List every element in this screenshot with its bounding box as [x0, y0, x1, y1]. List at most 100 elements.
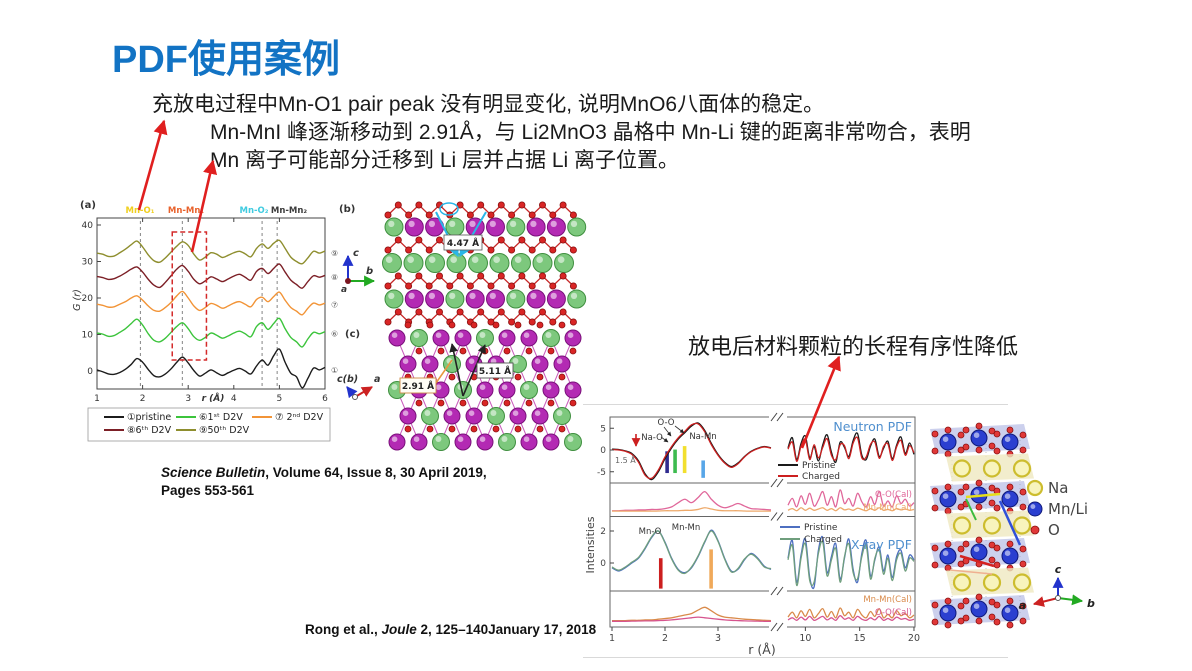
pdf-gr-legend: ①pristine ⑥1ˢᵗ D2V ⑦ 2ⁿᵈ D2V ⑧6ᵗʰ D2V ⑨50ᵗʰ … [87, 407, 331, 442]
annotation-mn-migration: Mn-MnI 峰逐渐移动到 2.91Å，与 Li2MnO3 晶格中 Mn-Li … [210, 119, 971, 175]
svg-text:O-O: O-O [658, 418, 675, 428]
svg-text:Mn-O: Mn-O [639, 527, 662, 537]
svg-text:⑨: ⑨ [331, 249, 338, 258]
svg-text:Charged: Charged [804, 535, 842, 545]
svg-text:c: c [1055, 563, 1062, 576]
svg-text:2: 2 [662, 633, 668, 644]
svg-text:30: 30 [82, 258, 94, 268]
svg-text:0: 0 [600, 446, 606, 456]
svg-text:2: 2 [600, 527, 606, 537]
citation-right-journal: Joule [381, 622, 417, 637]
annotation-mn-migration-line1: Mn-MnI 峰逐渐移动到 2.91Å，与 Li2MnO3 晶格中 Mn-Li … [210, 121, 971, 144]
svg-text:Mn-O₂: Mn-O₂ [240, 206, 269, 216]
svg-text:⑥1ˢᵗ D2V: ⑥1ˢᵗ D2V [199, 412, 243, 423]
arrow-to-annotation-right [800, 355, 841, 449]
figure-top-divider [583, 404, 1008, 405]
arrow-to-annotation-top [137, 119, 168, 211]
svg-text:G (r): G (r) [72, 289, 83, 311]
citation-joule: Rong et al., Joule 2, 125–140January 17,… [305, 622, 596, 637]
svg-text:15: 15 [854, 633, 866, 644]
structure-legend: Na Mn/Li O [1026, 479, 1088, 539]
figure-bottom-divider [583, 657, 1008, 658]
svg-text:-5: -5 [597, 468, 606, 478]
svg-text:c(b): c(b) [337, 374, 358, 385]
pdf-gr-chart: 1 2 3 4 5 6 0 10 20 30 40 r (Å) G (r) (a) Mn-O₁ Mn-Mn₁ M… [72, 200, 338, 442]
svg-text:⑦: ⑦ [331, 300, 338, 309]
svg-text:①pristine: ①pristine [127, 412, 171, 423]
svg-text:Charged: Charged [802, 472, 840, 482]
citation-science-bulletin: Science Bulletin, Volume 64, Issue 8, 30… [161, 464, 487, 500]
page-title: PDF使用案例 [112, 39, 341, 81]
svg-text:6: 6 [322, 394, 328, 404]
callout-arrows [137, 119, 841, 449]
svg-text:c: c [353, 248, 359, 259]
svg-text:20: 20 [908, 633, 920, 644]
svg-text:a: a [341, 285, 347, 295]
svg-text:Na: Na [1048, 479, 1068, 497]
svg-text:10: 10 [82, 331, 94, 341]
svg-text:X-ray PDF: X-ray PDF [851, 537, 912, 552]
svg-text:Na-O: Na-O [641, 433, 663, 443]
svg-text:(c): (c) [345, 329, 360, 340]
svg-text:2.91 Å: 2.91 Å [402, 381, 434, 392]
svg-text:Mn-Mn(Cal): Mn-Mn(Cal) [863, 595, 912, 605]
svg-text:⑧: ⑧ [331, 273, 338, 282]
svg-text:⑧6ᵗʰ D2V: ⑧6ᵗʰ D2V [127, 425, 172, 436]
svg-text:a: a [374, 374, 380, 385]
svg-text:⑦ 2ⁿᵈ D2V: ⑦ 2ⁿᵈ D2V [275, 412, 324, 423]
svg-text:O-O(Cal): O-O(Cal) [875, 490, 912, 500]
svg-text:O: O [1048, 521, 1060, 539]
svg-text:2: 2 [140, 394, 146, 404]
svg-text:Na-Mn: Na-Mn [689, 432, 716, 442]
citation-right-pre: Rong et al., [305, 622, 382, 637]
svg-text:(a): (a) [80, 200, 96, 211]
svg-text:20: 20 [82, 294, 94, 304]
svg-text:0: 0 [87, 367, 93, 377]
svg-text:Pristine: Pristine [802, 461, 836, 471]
svg-text:(b): (b) [339, 204, 355, 215]
svg-text:4: 4 [231, 394, 237, 404]
svg-text:Neutron PDF: Neutron PDF [833, 419, 912, 434]
svg-text:3: 3 [715, 633, 721, 644]
svg-text:0: 0 [600, 559, 606, 569]
svg-text:4.47 Å: 4.47 Å [447, 238, 479, 249]
svg-text:1: 1 [609, 633, 615, 644]
svg-text:5.11 Å: 5.11 Å [479, 366, 511, 377]
svg-text:⑥: ⑥ [331, 330, 338, 339]
citation-left-rest: , Volume 64, Issue 8, 30 April 2019, [265, 465, 487, 480]
layered-crystal-structure: Na Mn/Li Oc a b [930, 422, 1095, 629]
svg-text:b: b [1087, 597, 1095, 610]
citation-right-rest: 2, 125–140January 17, 2018 [416, 622, 597, 637]
svg-text:5: 5 [277, 394, 283, 404]
svg-text:Mn-Mn(Cal): Mn-Mn(Cal) [863, 503, 912, 513]
svg-text:5: 5 [600, 424, 606, 434]
svg-text:Mn/Li: Mn/Li [1048, 500, 1088, 518]
annotation-mn-migration-line2: Mn 离子可能部分迁移到 Li 层并占据 Li 离子位置。 [210, 149, 680, 172]
svg-text:①: ① [331, 366, 338, 375]
svg-text:⑨50ᵗʰ D2V: ⑨50ᵗʰ D2V [199, 425, 250, 436]
svg-text:Pristine: Pristine [804, 523, 838, 533]
svg-text:1.5 Å: 1.5 Å [615, 454, 636, 465]
svg-text:Mn-O₁: Mn-O₁ [126, 206, 155, 216]
arrow-to-annotation-mid [190, 159, 218, 253]
annotation-mn-o1-stability: 充放电过程中Mn-O1 pair peak 没有明显变化, 说明MnO6八面体的… [152, 93, 825, 116]
svg-text:3: 3 [185, 394, 191, 404]
svg-text:r (Å): r (Å) [202, 393, 225, 404]
svg-text:1: 1 [94, 394, 100, 404]
crystal-structure-b: 4.47 Å (b) cb a [339, 201, 587, 326]
svg-text:Mn-Mn₁: Mn-Mn₁ [168, 206, 205, 216]
annotation-discharge-order: 放电后材料颗粒的长程有序性降低 [688, 334, 1019, 359]
svg-text:Mn-Mn₂: Mn-Mn₂ [271, 206, 308, 216]
citation-left-journal: Science Bulletin [161, 465, 266, 480]
svg-text:b: b [366, 266, 373, 277]
svg-text:40: 40 [82, 221, 94, 231]
svg-text:O-O(Cal): O-O(Cal) [875, 608, 912, 618]
citation-left-pages: Pages 553-561 [161, 483, 255, 498]
crystal-structure-c: (c) 2.91 Å 5.11 Å c(b) a [337, 321, 582, 451]
svg-text:a: a [1019, 599, 1026, 612]
svg-text:Mn-Mn: Mn-Mn [672, 523, 701, 533]
svg-text:Intensities: Intensities [584, 516, 597, 573]
